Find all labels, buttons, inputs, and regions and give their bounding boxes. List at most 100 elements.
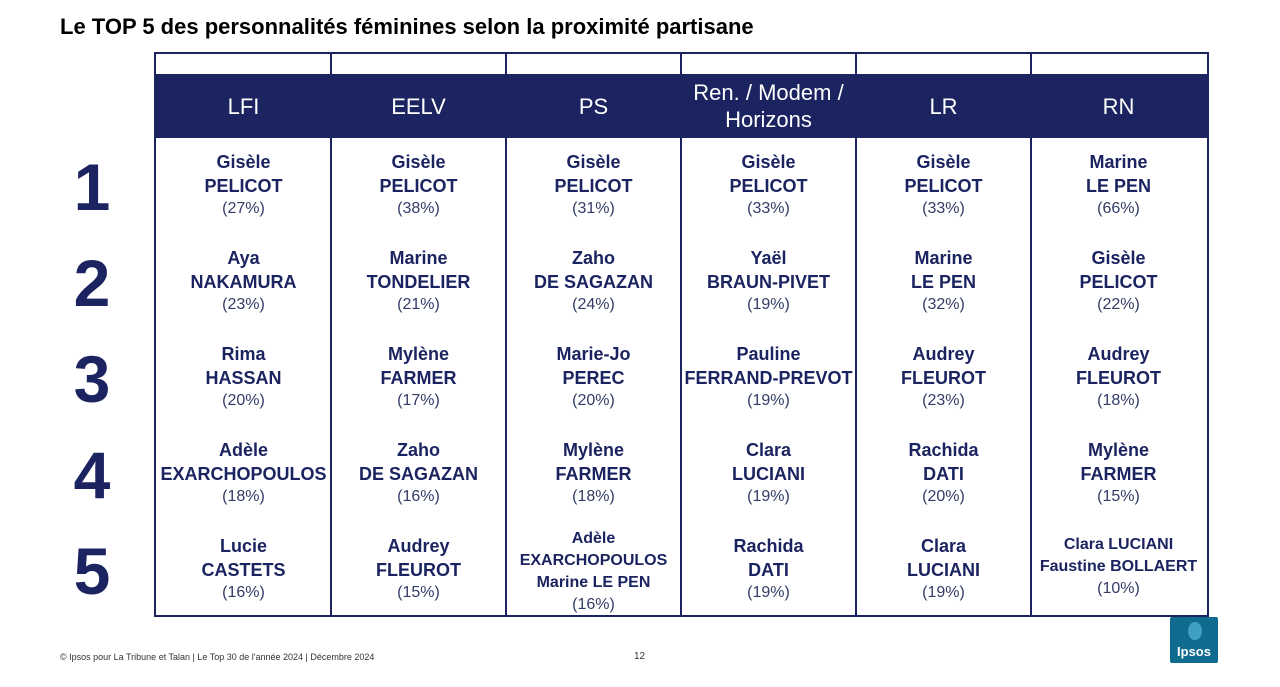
percentage: (16%) <box>222 584 265 601</box>
column-divider <box>505 54 507 615</box>
table-cell: Gisèle PELICOT (31%) <box>506 150 681 220</box>
personality-name: Adèle <box>571 530 616 547</box>
percentage: (16%) <box>397 488 440 505</box>
table-cell: Adèle EXARCHOPOULOS Marine LE PEN (16%) <box>506 528 681 616</box>
table-cell: Zaho DE SAGAZAN (16%) <box>331 438 506 508</box>
personality-name: CASTETS <box>201 560 286 580</box>
rank-number: 3 <box>73 342 111 416</box>
table-cell: Clara LUCIANI (19%) <box>856 534 1031 604</box>
percentage: (20%) <box>922 488 965 505</box>
table-cell: Clara LUCIANI Faustine BOLLAERT (10%) <box>1031 534 1206 600</box>
personality-name: DATI <box>923 464 964 484</box>
percentage: (66%) <box>1097 200 1140 217</box>
table-cell: Clara LUCIANI (19%) <box>681 438 856 508</box>
page-title: Le TOP 5 des personnalités féminines sel… <box>60 14 754 39</box>
table-cell: Mylène FARMER (17%) <box>331 342 506 412</box>
personality-name: NAKAMURA <box>190 272 297 292</box>
personality-name: BRAUN-PIVET <box>706 272 830 292</box>
personality-name: FERRAND-PREVOT <box>684 368 853 388</box>
percentage: (21%) <box>397 296 440 313</box>
personality-name: FARMER <box>1080 464 1157 484</box>
personality-name: Yaël <box>750 248 787 268</box>
personality-name: DE SAGAZAN <box>358 464 478 484</box>
column-divider <box>330 54 332 615</box>
column-divider <box>855 54 857 615</box>
table-cell: Zaho DE SAGAZAN (24%) <box>506 246 681 316</box>
column-header-ps: PS <box>578 93 609 119</box>
rank-number: 5 <box>73 534 111 608</box>
personality-name: Gisèle <box>566 152 621 172</box>
percentage: (16%) <box>572 596 615 613</box>
percentage: (19%) <box>747 584 790 601</box>
personality-name: PELICOT <box>554 176 633 196</box>
personality-name: Audrey <box>387 536 450 556</box>
personality-name: Rachida <box>908 440 979 460</box>
table-cell: Mylène FARMER (15%) <box>1031 438 1206 508</box>
percentage: (18%) <box>572 488 615 505</box>
percentage: (22%) <box>1097 296 1140 313</box>
personality-name: LE PEN <box>910 272 976 292</box>
table-cell: Yaël BRAUN-PIVET (19%) <box>681 246 856 316</box>
table-cell: Gisèle PELICOT (22%) <box>1031 246 1206 316</box>
personality-name: Clara LUCIANI <box>1063 536 1174 553</box>
table-cell: Adèle EXARCHOPOULOS (18%) <box>156 438 331 508</box>
table-cell: Gisèle PELICOT (38%) <box>331 150 506 220</box>
column-header-eelv: EELV <box>391 93 446 119</box>
percentage: (20%) <box>222 392 265 409</box>
table-cell: Audrey FLEUROT (18%) <box>1031 342 1206 412</box>
percentage: (27%) <box>222 200 265 217</box>
personality-name: FARMER <box>380 368 457 388</box>
personality-name: Clara <box>745 440 792 460</box>
percentage: (32%) <box>922 296 965 313</box>
column-divider <box>1030 54 1032 615</box>
personality-name: TONDELIER <box>366 272 471 292</box>
table-cell: Marine TONDELIER (21%) <box>331 246 506 316</box>
personality-name: Mylène <box>562 440 625 460</box>
personality-name: Faustine BOLLAERT <box>1039 558 1198 575</box>
column-header-rn: RN <box>1102 93 1135 119</box>
table-cell: Gisèle PELICOT (33%) <box>681 150 856 220</box>
personality-name: FLEUROT <box>1076 368 1161 388</box>
personality-name: PELICOT <box>904 176 983 196</box>
personality-name: DE SAGAZAN <box>533 272 653 292</box>
personality-name: Lucie <box>219 536 267 556</box>
percentage: (20%) <box>572 392 615 409</box>
personality-name: Zaho <box>397 440 440 460</box>
personality-name: Marine <box>914 248 973 268</box>
personality-name: Marine LE PEN <box>536 574 651 591</box>
personality-name: Gisèle <box>391 152 446 172</box>
personality-name: Marine <box>389 248 448 268</box>
personality-name: Adèle <box>218 440 269 460</box>
column-divider <box>680 54 682 615</box>
personality-name: PEREC <box>562 368 625 388</box>
personality-name: Audrey <box>912 344 975 364</box>
percentage: (38%) <box>397 200 440 217</box>
personality-name: PELICOT <box>729 176 808 196</box>
personality-name: FARMER <box>555 464 632 484</box>
table-cell: Pauline FERRAND-PREVOT (19%) <box>681 342 856 412</box>
ranking-table: LFI EELV PS Ren. / Modem / Horizons LR R… <box>154 52 1209 617</box>
percentage: (33%) <box>747 200 790 217</box>
table-cell: Marine LE PEN (32%) <box>856 246 1031 316</box>
page-number: 12 <box>634 651 646 662</box>
personality-name: Gisèle <box>1091 248 1146 268</box>
personality-name: Mylène <box>1087 440 1150 460</box>
percentage: (18%) <box>1097 392 1140 409</box>
percentage: (10%) <box>1097 580 1140 597</box>
personality-name: EXARCHOPOULOS <box>519 552 668 569</box>
personality-name: Aya <box>227 248 260 268</box>
personality-name: Rachida <box>733 536 804 556</box>
percentage: (19%) <box>922 584 965 601</box>
rank-number: 1 <box>73 150 111 224</box>
table-cell: Mylène FARMER (18%) <box>506 438 681 508</box>
table-cell: Lucie CASTETS (16%) <box>156 534 331 604</box>
personality-name: PELICOT <box>1079 272 1158 292</box>
percentage: (19%) <box>747 392 790 409</box>
personality-name: LUCIANI <box>907 560 980 580</box>
personality-name: PELICOT <box>379 176 458 196</box>
personality-name: Gisèle <box>916 152 971 172</box>
personality-name: PELICOT <box>204 176 283 196</box>
ipsos-logo: Ipsos <box>1170 617 1218 663</box>
percentage: (15%) <box>1097 488 1140 505</box>
personality-name: LE PEN <box>1085 176 1151 196</box>
